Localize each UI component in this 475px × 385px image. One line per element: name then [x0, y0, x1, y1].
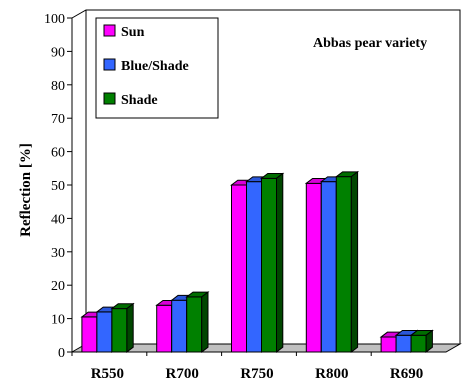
chart-annotation: Abbas pear variety	[313, 36, 427, 51]
bar-front	[111, 308, 128, 353]
bar-front	[156, 304, 173, 353]
legend-swatch	[103, 92, 116, 105]
x-tick-label: R700	[166, 366, 199, 382]
legend-label: Sun	[121, 25, 145, 40]
bar-front	[305, 182, 322, 353]
bar-side	[425, 329, 433, 354]
bar-front	[410, 334, 427, 353]
y-tick-label: 70	[51, 112, 65, 127]
bar-front	[320, 181, 337, 353]
y-tick-label: 40	[51, 212, 65, 227]
y-tick-label: 60	[51, 146, 65, 161]
bar-shade-r700	[185, 291, 210, 354]
x-tick-label: R690	[390, 366, 423, 382]
y-tick-label: 100	[44, 12, 65, 27]
bar-front	[231, 184, 247, 353]
y-tick-label: 10	[51, 313, 65, 328]
y-tick-label: 80	[51, 79, 65, 94]
y-tick-label: 20	[51, 279, 65, 294]
bar-side	[126, 302, 134, 354]
bar-front	[261, 177, 277, 353]
legend: Sun Blue/Shade Shade	[95, 17, 219, 119]
legend-box	[95, 17, 219, 119]
bar-side	[350, 170, 359, 354]
x-tick-label: R550	[91, 366, 124, 382]
bar-front	[81, 316, 98, 353]
legend-swatch	[103, 24, 116, 37]
bar-front	[186, 296, 203, 353]
bar-front	[171, 299, 188, 353]
bar-front	[395, 334, 412, 353]
bar-front	[335, 176, 352, 353]
y-tick-label: 0	[58, 346, 65, 361]
bar-front	[380, 336, 397, 353]
x-tick-label: R800	[315, 366, 348, 382]
bar-shade-r750	[260, 172, 285, 354]
y-tick-label: 50	[51, 179, 65, 194]
bar-side	[276, 172, 284, 354]
bar-shade-r690	[409, 329, 434, 354]
y-tick-label: 30	[51, 246, 65, 261]
bars	[80, 170, 434, 354]
bar-side	[201, 291, 209, 354]
y-axis: 0 10 20 30 40 50 60 70 80 90 100	[44, 12, 72, 361]
y-tick-label: 90	[51, 45, 65, 60]
legend-swatch	[103, 58, 116, 71]
bar-front	[96, 311, 113, 353]
x-axis: R550 R700 R750 R800 R690	[71, 352, 423, 382]
bar-shade-r550	[110, 302, 135, 354]
bar-shade-r800	[334, 170, 360, 354]
legend-label: Shade	[121, 93, 158, 108]
bar-front	[246, 181, 262, 353]
x-tick-label: R750	[240, 366, 273, 382]
legend-label: Blue/Shade	[121, 59, 189, 74]
y-axis-title: Reflection [%]	[18, 143, 34, 237]
